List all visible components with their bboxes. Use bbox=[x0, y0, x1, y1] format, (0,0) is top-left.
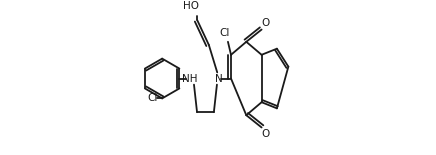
Text: N: N bbox=[215, 73, 223, 84]
Text: Cl: Cl bbox=[147, 93, 157, 103]
Text: Cl: Cl bbox=[219, 28, 229, 38]
Text: O: O bbox=[262, 18, 270, 28]
Text: HO: HO bbox=[183, 1, 199, 11]
Text: O: O bbox=[262, 129, 270, 139]
Text: NH: NH bbox=[182, 73, 198, 84]
